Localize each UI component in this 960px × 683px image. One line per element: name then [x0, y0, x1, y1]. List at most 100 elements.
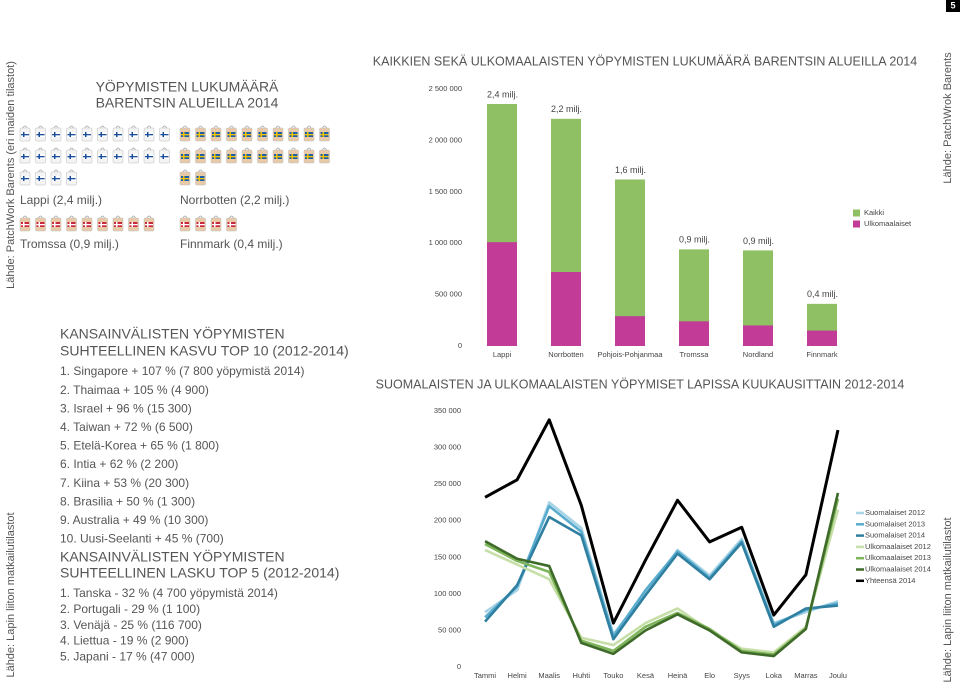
x-tick-label: Marras	[794, 671, 818, 680]
flag-cross	[83, 156, 91, 158]
flag-cross	[243, 156, 251, 158]
bag-icon	[81, 125, 93, 142]
list-item: 8. Brasilia + 50 % (1 300)	[60, 494, 195, 508]
bag-handle	[100, 147, 105, 151]
flag-cross	[258, 134, 267, 136]
flag-cross	[212, 134, 220, 136]
legend-label: Suomalaiset 2014	[865, 531, 925, 540]
bag-handle	[213, 125, 219, 129]
line-series	[484, 498, 840, 656]
bag-handle	[69, 215, 74, 219]
legend-label: Yhteensä 2014	[865, 576, 915, 585]
bag-handle	[22, 147, 28, 151]
bag-handle	[69, 147, 74, 151]
x-tick-label: Nordland	[743, 350, 773, 359]
flag-cross	[243, 134, 251, 136]
bag-icon	[35, 215, 46, 232]
bag-handle	[53, 147, 59, 151]
flag-cross	[258, 156, 267, 158]
bag-handle	[115, 215, 121, 219]
bag-icon	[272, 147, 284, 164]
flag-cross	[129, 134, 138, 136]
legend-label: Suomalaiset 2013	[865, 519, 925, 528]
flag-cross	[21, 156, 29, 158]
x-tick-label: Elo	[704, 671, 715, 680]
bar	[487, 242, 517, 346]
flag-cross	[21, 134, 29, 136]
bag-icon	[226, 125, 237, 142]
flag-cross	[145, 156, 153, 158]
list-item: 1. Singapore + 107 % (7 800 yöpymistä 20…	[60, 364, 305, 378]
list-item: 5. Japani - 17 % (47 000)	[60, 649, 195, 663]
list-item: 2. Thaimaa + 105 % (4 900)	[60, 383, 209, 397]
bag-icon	[66, 169, 77, 186]
flag-cross	[129, 156, 138, 158]
flag-cross	[181, 134, 189, 136]
side-label: Lähde: PatchWrok Barents	[942, 52, 954, 184]
bag-icon	[50, 125, 62, 142]
bag-handle	[322, 147, 327, 151]
bag-handle	[38, 169, 43, 173]
bag-handle	[291, 125, 296, 129]
bag-icon	[128, 147, 139, 164]
bag-handle	[100, 215, 105, 219]
y-tick-label: 0	[458, 341, 462, 350]
bag-icon	[195, 125, 206, 142]
bag-icon	[159, 147, 170, 164]
value-label: 0,4 milj.	[807, 289, 838, 299]
list-item: 5. Etelä-Korea + 65 % (1 800)	[60, 439, 219, 453]
line-series	[484, 504, 839, 638]
bag-icon	[319, 125, 330, 142]
pictogram-title: YÖPYMISTEN LUKUMÄÄRÄ	[96, 78, 279, 95]
value-label: 1,6 milj.	[615, 165, 646, 175]
flag-cross	[196, 156, 205, 158]
flag-cross	[227, 224, 236, 226]
bag-icon	[128, 125, 139, 142]
list-item: 3. Israel + 96 % (15 300)	[60, 401, 192, 415]
pictogram-icons	[19, 125, 330, 232]
bag-handle	[22, 215, 28, 219]
y-tick-label: 0	[457, 662, 461, 671]
bag-icon	[97, 125, 108, 142]
bag-icon	[19, 125, 31, 142]
flag-cross	[98, 224, 107, 226]
bag-handle	[69, 169, 74, 173]
y-tick-label: 50 000	[438, 625, 461, 634]
bag-icon	[241, 147, 253, 164]
bag-icon	[288, 125, 299, 142]
bag-handle	[100, 125, 105, 129]
flag-cross	[67, 134, 76, 136]
bag-icon	[272, 125, 284, 142]
x-tick-label: Tammi	[474, 671, 496, 680]
bag-handle	[146, 215, 152, 219]
x-tick-label: Joulu	[829, 671, 847, 680]
list-item: 1. Tanska - 32 % (4 700 yöpymistä 2014)	[60, 586, 278, 600]
bag-icon	[195, 147, 206, 164]
y-tick-label: 2 000 000	[429, 135, 462, 144]
flag-cross	[305, 156, 313, 158]
bag-handle	[53, 215, 59, 219]
flag-cross	[145, 134, 153, 136]
flag-cross	[196, 178, 205, 180]
bag-icon	[50, 215, 62, 232]
page-number: 5	[950, 0, 955, 10]
x-tick-label: Finnmark	[806, 350, 838, 359]
bag-icon	[257, 125, 268, 142]
bag-icon	[257, 147, 268, 164]
y-tick-label: 200 000	[434, 516, 461, 525]
bag-icon	[112, 125, 124, 142]
bag-handle	[275, 147, 281, 151]
bag-icon	[81, 147, 93, 164]
bag-icon	[319, 147, 330, 164]
bag-handle	[162, 125, 167, 129]
bag-icon	[50, 147, 62, 164]
bar	[551, 271, 581, 346]
flag-cross	[289, 134, 298, 136]
bag-handle	[260, 125, 265, 129]
bag-handle	[146, 125, 152, 129]
legend-label: Ulkomaalaiset 2012	[865, 542, 931, 551]
flag-cross	[52, 134, 60, 136]
bag-handle	[22, 169, 28, 173]
flag-cross	[98, 156, 107, 158]
